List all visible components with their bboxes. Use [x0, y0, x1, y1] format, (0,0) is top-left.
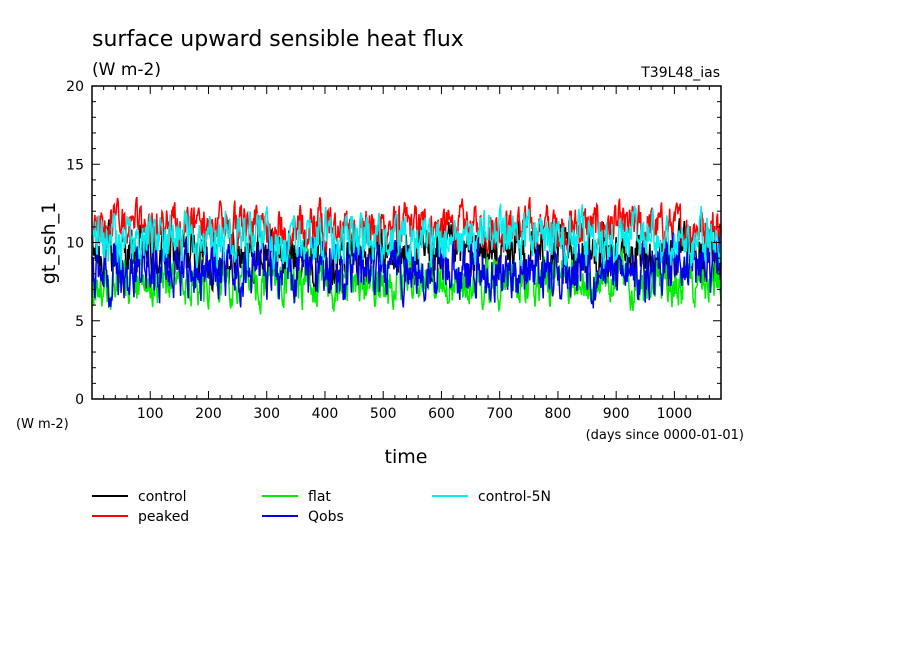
y-tick-label: 15 — [66, 157, 84, 173]
legend-label-peaked: peaked — [138, 509, 189, 525]
legend-label-flat: flat — [308, 489, 331, 505]
x-tick-label: 400 — [312, 406, 339, 422]
x-tick-label: 900 — [603, 406, 630, 422]
y-tick-label: 10 — [66, 236, 84, 252]
legend: control peaked flat Qobs control-5N — [92, 489, 551, 525]
x-tick-label: 1000 — [657, 406, 693, 422]
x-tick-label: 300 — [253, 406, 280, 422]
x-tick-label: 500 — [370, 406, 397, 422]
x-axis-label: time — [385, 446, 428, 468]
x-tick-label: 700 — [486, 406, 513, 422]
x-tick-label: 600 — [428, 406, 455, 422]
x-tick-label: 200 — [195, 406, 222, 422]
x-axis-units: (days since 0000-01-01) — [586, 428, 744, 443]
axes-layer: 100 200 300 400 500 600 700 800 900 1000 0 5 10 15 20 — [66, 79, 722, 422]
y-axis-units: (W m-2) — [16, 417, 69, 432]
series-line-control-5n — [91, 203, 722, 271]
series-line-peaked — [91, 196, 722, 254]
y-axis-label: gt_ssh_1 — [38, 202, 60, 284]
chart-units: (W m-2) — [92, 60, 161, 80]
legend-label-control-5n: control-5N — [478, 489, 551, 505]
x-tick-label: 100 — [137, 406, 164, 422]
legend-label-control: control — [138, 489, 187, 505]
series-layer — [91, 196, 722, 315]
x-tick-label: 800 — [545, 406, 572, 422]
y-tick-label: 5 — [75, 314, 84, 330]
chart-title: surface upward sensible heat flux — [92, 27, 464, 52]
legend-label-qobs: Qobs — [308, 509, 344, 525]
experiment-tag: T39L48_ias — [640, 65, 720, 81]
y-tick-label: 0 — [75, 392, 84, 408]
y-tick-label: 20 — [66, 79, 84, 95]
